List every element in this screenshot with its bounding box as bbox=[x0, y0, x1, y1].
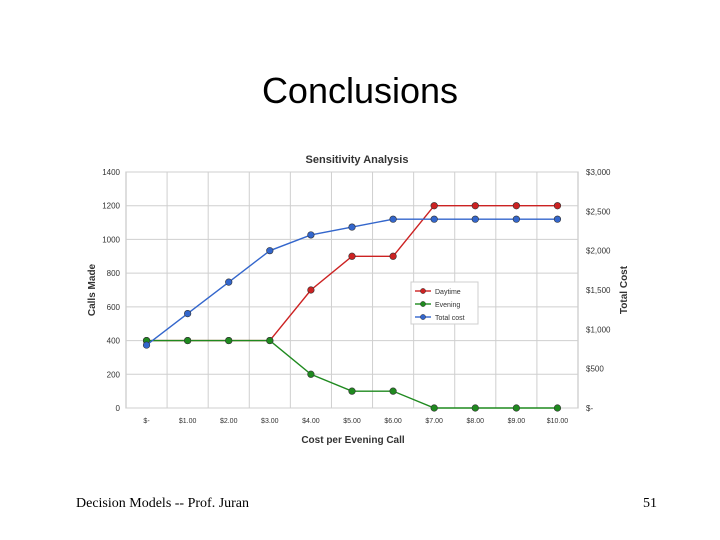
x-tick-label: $- bbox=[143, 418, 150, 425]
y-axis-right: $- $500 $1,000 $1,500 $2,000 $2,500 $3,000 bbox=[586, 168, 611, 413]
data-point-evening bbox=[266, 336, 274, 345]
y-tick-label: 1200 bbox=[102, 202, 120, 211]
slide-title: Conclusions bbox=[261, 70, 459, 111]
data-point-evening bbox=[553, 404, 562, 412]
data-point-total-cost bbox=[307, 231, 315, 239]
data-point-daytime bbox=[430, 202, 438, 210]
data-point-evening bbox=[430, 404, 438, 412]
y2-tick-label: $3,000 bbox=[586, 168, 611, 177]
plot-border bbox=[125, 171, 579, 409]
y2-tick-label: $- bbox=[586, 404, 593, 413]
data-point-daytime bbox=[512, 202, 520, 210]
y-axis-left: 0 200 400 600 800 1000 1200 1400 bbox=[102, 168, 120, 413]
data-point-total-cost bbox=[348, 223, 356, 231]
legend-swatch-marker bbox=[420, 301, 426, 307]
y-tick-label: 1400 bbox=[102, 168, 120, 177]
chart-grid bbox=[125, 171, 579, 409]
x-tick-label: $6.00 bbox=[384, 418, 402, 425]
x-tick-label: $2.00 bbox=[220, 418, 238, 425]
y-tick-label: 200 bbox=[107, 370, 121, 379]
data-point-daytime bbox=[471, 202, 479, 210]
data-point-evening bbox=[389, 387, 397, 395]
page-number: 51 bbox=[643, 496, 657, 511]
data-point-total-cost bbox=[184, 310, 192, 318]
data-point-daytime bbox=[553, 202, 562, 210]
legend-label: Total cost bbox=[435, 315, 465, 322]
x-tick-label: $5.00 bbox=[343, 418, 361, 425]
y2-tick-label: $2,500 bbox=[586, 207, 611, 216]
legend-label: Evening bbox=[435, 302, 460, 309]
data-point-daytime bbox=[307, 286, 315, 294]
y-tick-label: 1000 bbox=[102, 235, 120, 244]
data-point-total-cost bbox=[389, 215, 397, 223]
y-tick-label: 800 bbox=[107, 269, 121, 278]
y2-tick-label: $1,000 bbox=[586, 325, 611, 334]
data-point-evening bbox=[348, 387, 356, 395]
data-point-evening bbox=[512, 404, 520, 412]
data-point-total-cost bbox=[142, 341, 151, 349]
x-tick-label: $4.00 bbox=[302, 418, 320, 425]
legend-label: Daytime bbox=[435, 289, 461, 296]
data-point-daytime bbox=[348, 252, 356, 260]
x-axis-label: Cost per Evening Call bbox=[301, 435, 405, 446]
x-tick-label: $9.00 bbox=[508, 418, 526, 425]
y2-tick-label: $2,000 bbox=[586, 247, 611, 256]
x-tick-label: $10.00 bbox=[547, 418, 569, 425]
data-point-total-cost bbox=[471, 215, 479, 223]
x-tick-label: $3.00 bbox=[261, 418, 279, 425]
data-point-evening bbox=[184, 336, 192, 345]
y-tick-label: 0 bbox=[116, 404, 121, 413]
data-point-evening bbox=[307, 370, 315, 378]
legend-swatch-marker bbox=[420, 314, 426, 320]
data-point-total-cost bbox=[225, 278, 233, 286]
y-axis-label: Calls Made bbox=[87, 263, 98, 316]
y2-tick-label: $500 bbox=[586, 365, 604, 374]
data-point-total-cost bbox=[553, 215, 562, 223]
x-tick-label: $1.00 bbox=[179, 418, 197, 425]
y-tick-label: 600 bbox=[107, 303, 121, 312]
chart-series bbox=[142, 202, 562, 412]
x-tick-label: $8.00 bbox=[467, 418, 485, 425]
y2-tick-label: $1,500 bbox=[586, 286, 611, 295]
data-point-total-cost bbox=[266, 247, 274, 255]
chart-legend: Daytime Evening Total cost bbox=[410, 281, 479, 325]
data-point-total-cost bbox=[430, 215, 438, 223]
data-point-total-cost bbox=[512, 215, 520, 223]
data-point-evening bbox=[471, 404, 479, 412]
chart-title: Sensitivity Analysis bbox=[306, 154, 409, 166]
footer-course: Decision Models -- Prof. Juran bbox=[76, 496, 250, 511]
data-point-daytime bbox=[389, 252, 397, 260]
legend-swatch-marker bbox=[420, 288, 426, 294]
data-point-evening bbox=[225, 336, 233, 345]
y-tick-label: 400 bbox=[107, 337, 121, 346]
x-tick-label: $7.00 bbox=[425, 418, 443, 425]
y2-axis-label: Total Cost bbox=[619, 265, 630, 314]
x-axis: $- $1.00 $2.00 $3.00 $4.00 $5.00 $6.00 $7.00 $8.… bbox=[143, 418, 568, 425]
